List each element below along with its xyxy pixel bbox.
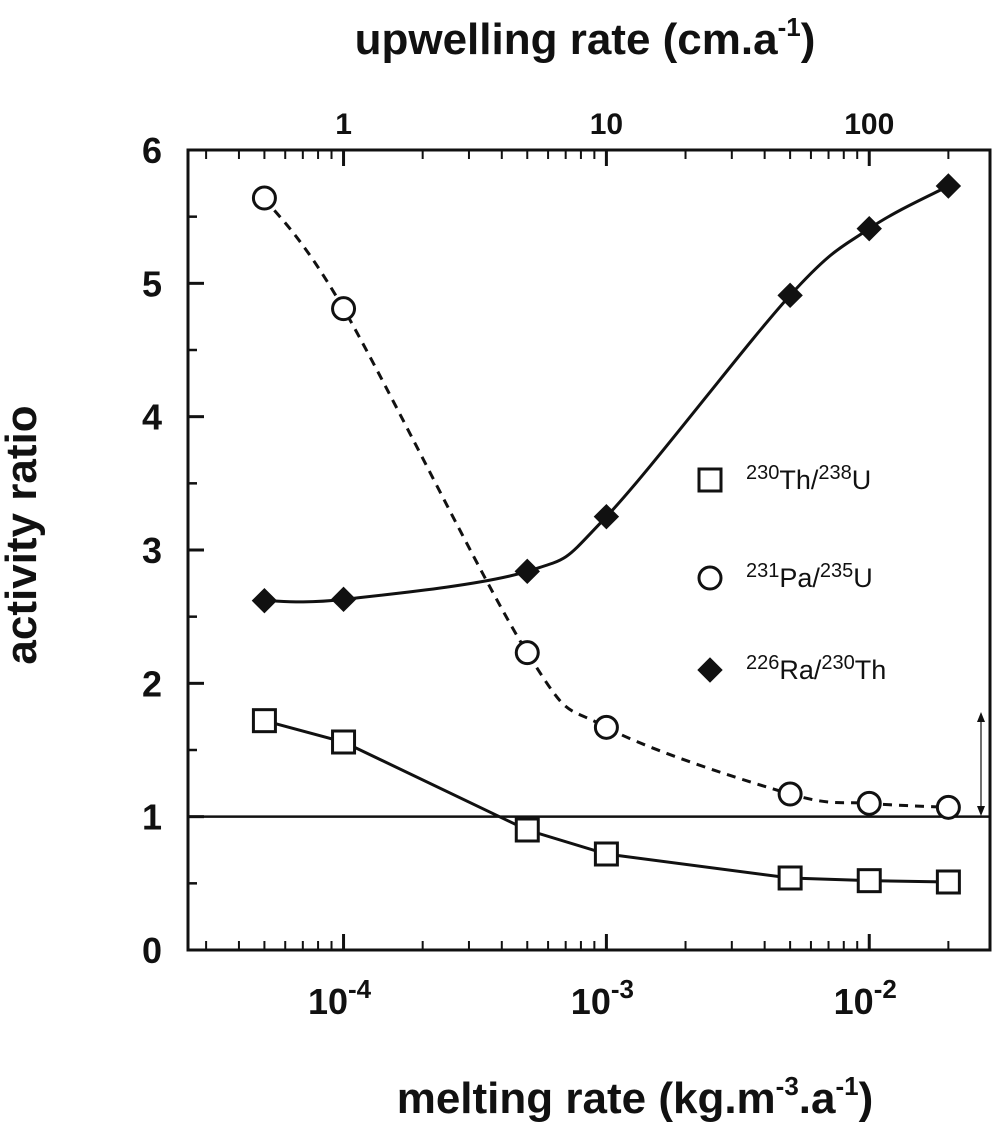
x-tick-label-base: 10 [571,981,611,1022]
y-tick-label: 3 [142,530,162,571]
y-axis-title: activity ratio [0,405,46,664]
data-point-pa [251,185,277,211]
legend-isotope: 230 [821,652,854,674]
top-axis-title-end: ) [801,15,816,64]
data-point-pa [514,640,540,666]
y-tick-label: 4 [142,397,162,438]
data-point-ra [330,586,357,613]
data-point-th [593,841,619,867]
legend-label-pa: 231Pa/235U [746,560,873,593]
x-tick-label: 10-4 [308,974,372,1022]
data-point-th [856,868,882,894]
legend-isotope: 235 [820,560,853,582]
legend-element: U [852,465,872,495]
top-axis-title-base: upwelling rate (cm.a [355,15,779,64]
legend-element: Th [855,655,887,685]
x-tick-label-exp: -3 [611,974,634,1004]
x-tick-label: 10-3 [571,974,634,1022]
legend-marker-pa [697,565,723,591]
y-tick-label: 0 [142,930,162,971]
y-tick-label: 1 [142,797,162,838]
y-tick-label: 2 [142,663,162,704]
top-axis-title-exp: -1 [778,12,801,42]
legend-marker-ra [697,657,723,683]
data-point-pa [856,790,882,816]
legend-element: Pa/ [779,563,820,593]
legend-isotope: 230 [746,462,779,484]
top-axis-title: upwelling rate (cm.a-1) [355,12,816,64]
legend-isotope: 238 [818,462,851,484]
x-top-tick-label: 1 [335,108,352,141]
marks [188,173,990,895]
data-point-th [331,729,357,755]
x-tick-label-exp: -4 [348,974,372,1004]
legend-marker-th [697,467,723,493]
data-point-pa [935,794,961,820]
bottom-axis-title-base: melting rate (kg.m [397,1074,776,1123]
bottom-axis-title-mid: .a [799,1074,836,1123]
bottom-axis-title-end: ) [859,1074,874,1123]
legend-isotope: 231 [746,560,779,582]
bottom-axis-title-exp2: -1 [836,1071,859,1101]
legend-element: U [853,563,873,593]
data-point-pa [777,781,803,807]
legend-element: Th/ [779,465,819,495]
y-tick-label: 5 [142,263,162,304]
data-point-ra [251,587,278,614]
data-point-ra [514,558,540,585]
bottom-axis-title: melting rate (kg.m-3.a-1) [397,1071,874,1123]
data-point-th [935,869,961,895]
x-tick-label-base: 10 [834,981,874,1022]
series-line-ra [264,184,950,604]
x-tick-label: 10-2 [834,974,897,1022]
data-point-ra [856,215,882,242]
range-arrow [977,712,985,816]
legend-element: Ra/ [779,655,822,685]
bottom-axis-title-exp1: -3 [776,1071,799,1101]
data-point-th [251,708,277,734]
x-tick-label-exp: -2 [874,974,897,1004]
data-point-ra [935,173,962,199]
x-tick-label-base: 10 [308,981,348,1022]
data-point-ra [777,282,803,309]
data-point-th [514,817,540,843]
plot-frame [186,148,992,952]
data-point-th [777,865,803,891]
y-tick-label: 6 [142,130,162,171]
x-top-tick-label: 10 [590,108,623,141]
legend-label-ra: 226Ra/230Th [746,652,886,685]
data-point-pa [331,296,357,322]
data-point-ra [593,503,620,530]
data-point-pa [593,714,619,740]
x-top-tick-label: 100 [844,108,894,141]
legend-label-th: 230Th/238U [746,462,871,495]
legend-isotope: 226 [746,652,779,674]
